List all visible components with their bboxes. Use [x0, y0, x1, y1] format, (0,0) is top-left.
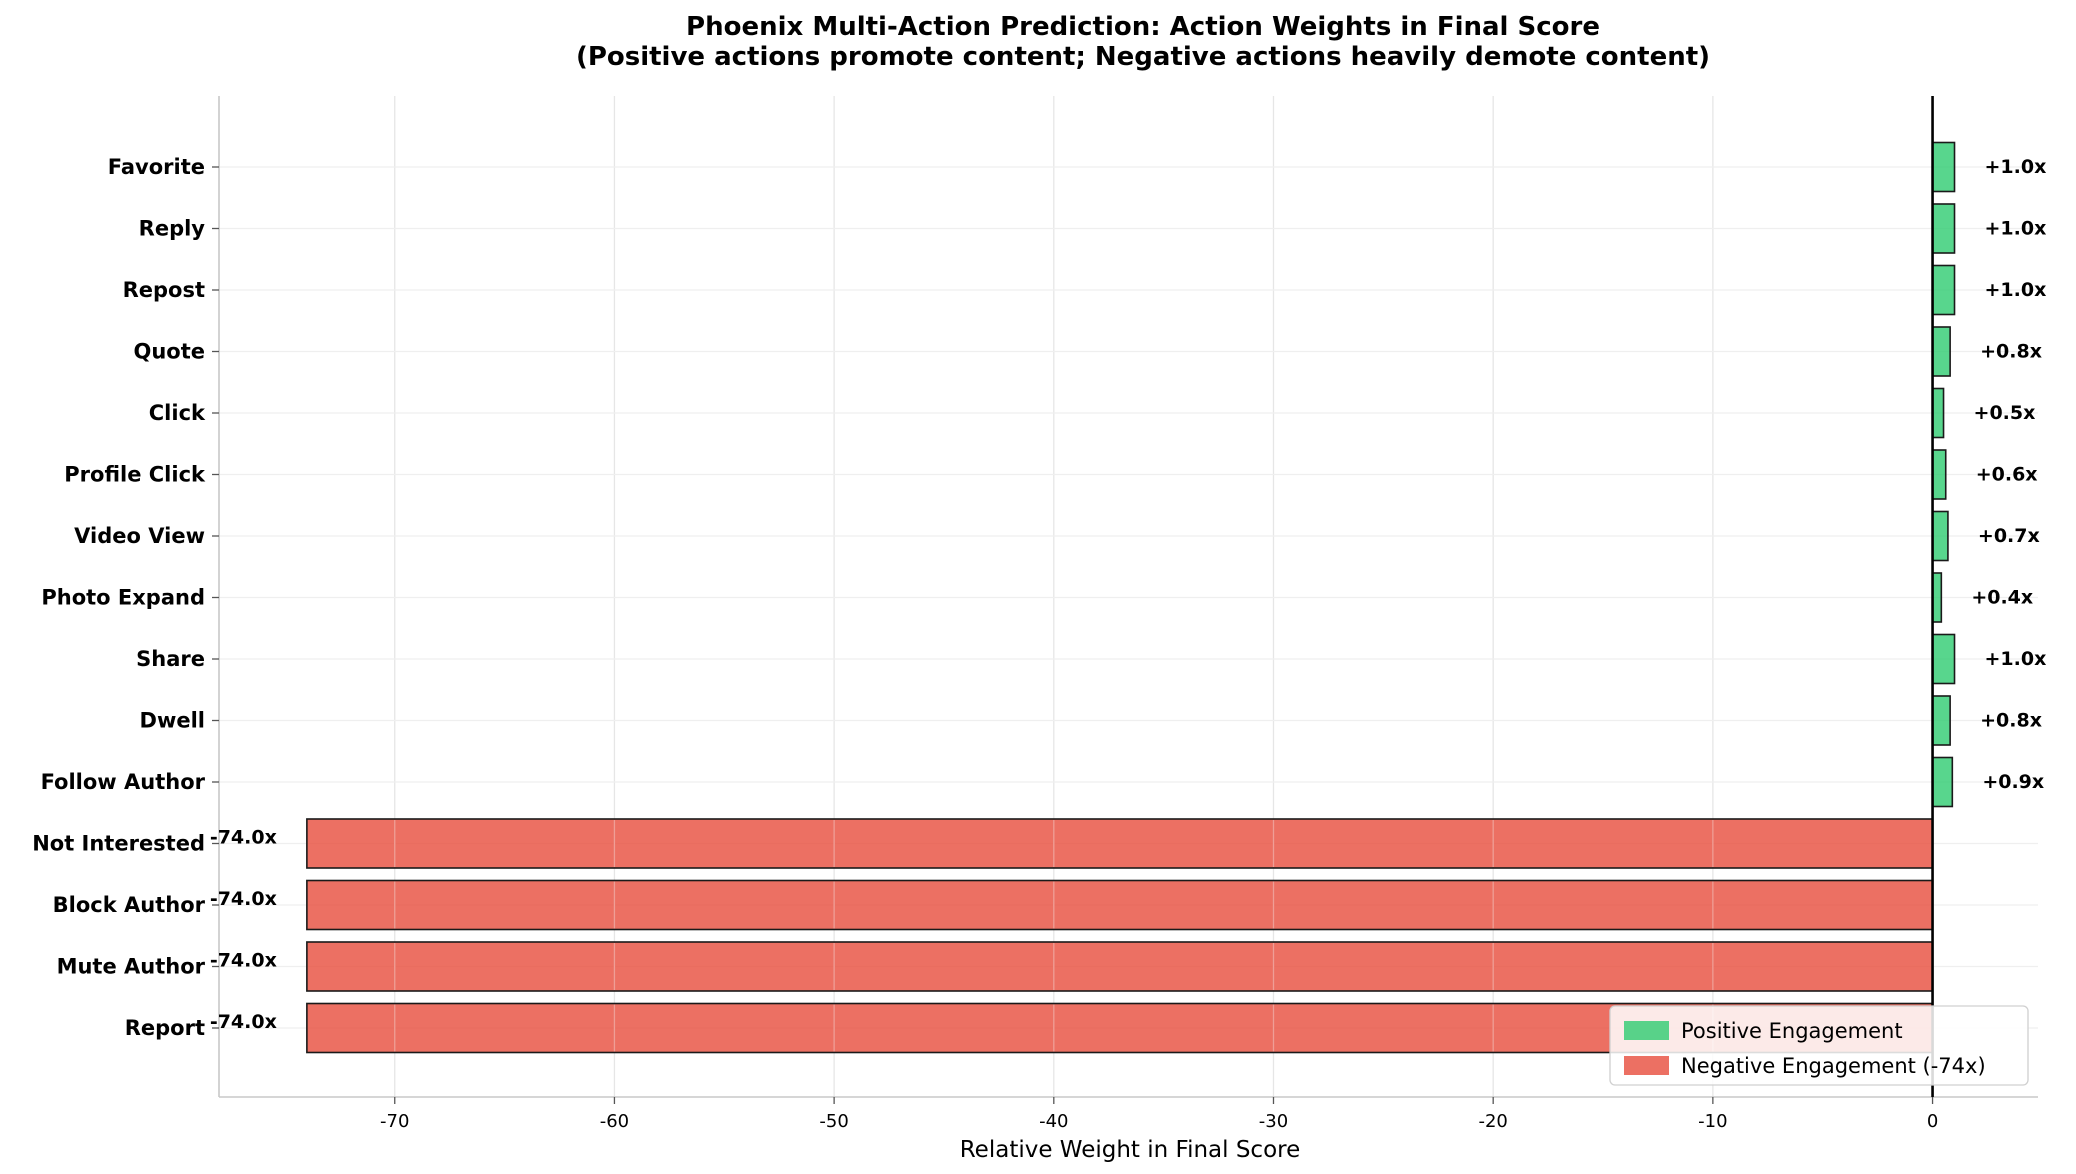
- category-label: Click: [149, 401, 206, 425]
- value-label: -74.0x: [210, 888, 277, 910]
- value-label: +0.8x: [1980, 341, 2042, 363]
- category-label: Quote: [133, 340, 205, 364]
- category-label: Profile Click: [64, 463, 206, 487]
- bar: [1931, 449, 1947, 500]
- bars: [306, 141, 1956, 1054]
- category-label: Photo Expand: [41, 586, 205, 610]
- category-label: Mute Author: [57, 955, 206, 979]
- value-label: -74.0x: [210, 1011, 277, 1033]
- value-labels: +1.0x +1.0x +1.0x +0.8x +0.5x +0.6x +0.7x +0.4x…: [210, 156, 2047, 1033]
- bar: [306, 879, 1934, 931]
- legend-swatch: [1624, 1021, 1669, 1040]
- category-label: Repost: [123, 278, 205, 302]
- bar: [306, 818, 1934, 869]
- x-tick-label: -20: [1478, 1111, 1507, 1132]
- category-label: Block Author: [53, 893, 206, 917]
- bar: [1931, 264, 1956, 316]
- value-label: +0.6x: [1976, 464, 2038, 486]
- category-label: Favorite: [108, 155, 205, 179]
- value-label: +0.8x: [1980, 710, 2042, 732]
- value-label: -74.0x: [210, 827, 277, 849]
- axes: [218, 96, 2038, 1098]
- value-label: +0.9x: [1982, 771, 2044, 793]
- category-label: Share: [136, 647, 205, 671]
- value-label: +0.5x: [1974, 402, 2036, 424]
- bar: [1931, 387, 1945, 439]
- bar: [1931, 203, 1956, 254]
- x-tick-label: -70: [380, 1111, 409, 1132]
- bar: [1931, 756, 1954, 808]
- category-label: Dwell: [140, 709, 205, 733]
- bar: [1931, 695, 1951, 746]
- legend-box: [1609, 1005, 2029, 1086]
- legend-label: Negative Engagement (-74x): [1681, 1054, 1986, 1078]
- x-tick-label: -50: [819, 1111, 848, 1132]
- x-tick-label: -60: [600, 1111, 629, 1132]
- bar: [306, 941, 1934, 992]
- x-axis-label: Relative Weight in Final Score: [960, 1137, 1301, 1163]
- value-label: +0.4x: [1971, 587, 2033, 609]
- category-label: Not Interested: [32, 832, 205, 856]
- bar: [1931, 510, 1949, 562]
- value-label: +1.0x: [1985, 279, 2047, 301]
- legend: Positive Engagement Negative Engagement (…: [1609, 1005, 2029, 1086]
- bar: [1931, 633, 1956, 685]
- value-label: +1.0x: [1985, 156, 2047, 178]
- x-tick-label: -10: [1698, 1111, 1727, 1132]
- legend-label: Positive Engagement: [1681, 1019, 1903, 1043]
- legend-swatch: [1624, 1056, 1669, 1075]
- category-labels: Favorite Reply Repost Quote Click Profile Cli…: [32, 155, 206, 1040]
- bar: [1931, 572, 1943, 623]
- x-tick-label: -30: [1259, 1111, 1288, 1132]
- chart-title-line2: (Positive actions promote content; Negat…: [576, 42, 1710, 72]
- bar: [1931, 141, 1956, 193]
- category-label: Video View: [74, 524, 205, 548]
- value-label: +0.7x: [1978, 525, 2040, 547]
- category-label: Follow Author: [41, 770, 206, 794]
- value-label: +1.0x: [1985, 218, 2047, 240]
- x-tick-label: 0: [1927, 1111, 1938, 1132]
- x-ticks: -70 -60 -50 -40 -30 -20 -10 0: [212, 166, 1938, 1132]
- value-label: -74.0x: [210, 950, 277, 972]
- value-label: +1.0x: [1985, 648, 2047, 670]
- chart-title-line1: Phoenix Multi-Action Prediction: Action …: [686, 12, 1600, 42]
- category-label: Reply: [139, 217, 206, 241]
- category-label: Report: [125, 1016, 205, 1040]
- bar: [1931, 326, 1951, 377]
- x-tick-label: -40: [1039, 1111, 1068, 1132]
